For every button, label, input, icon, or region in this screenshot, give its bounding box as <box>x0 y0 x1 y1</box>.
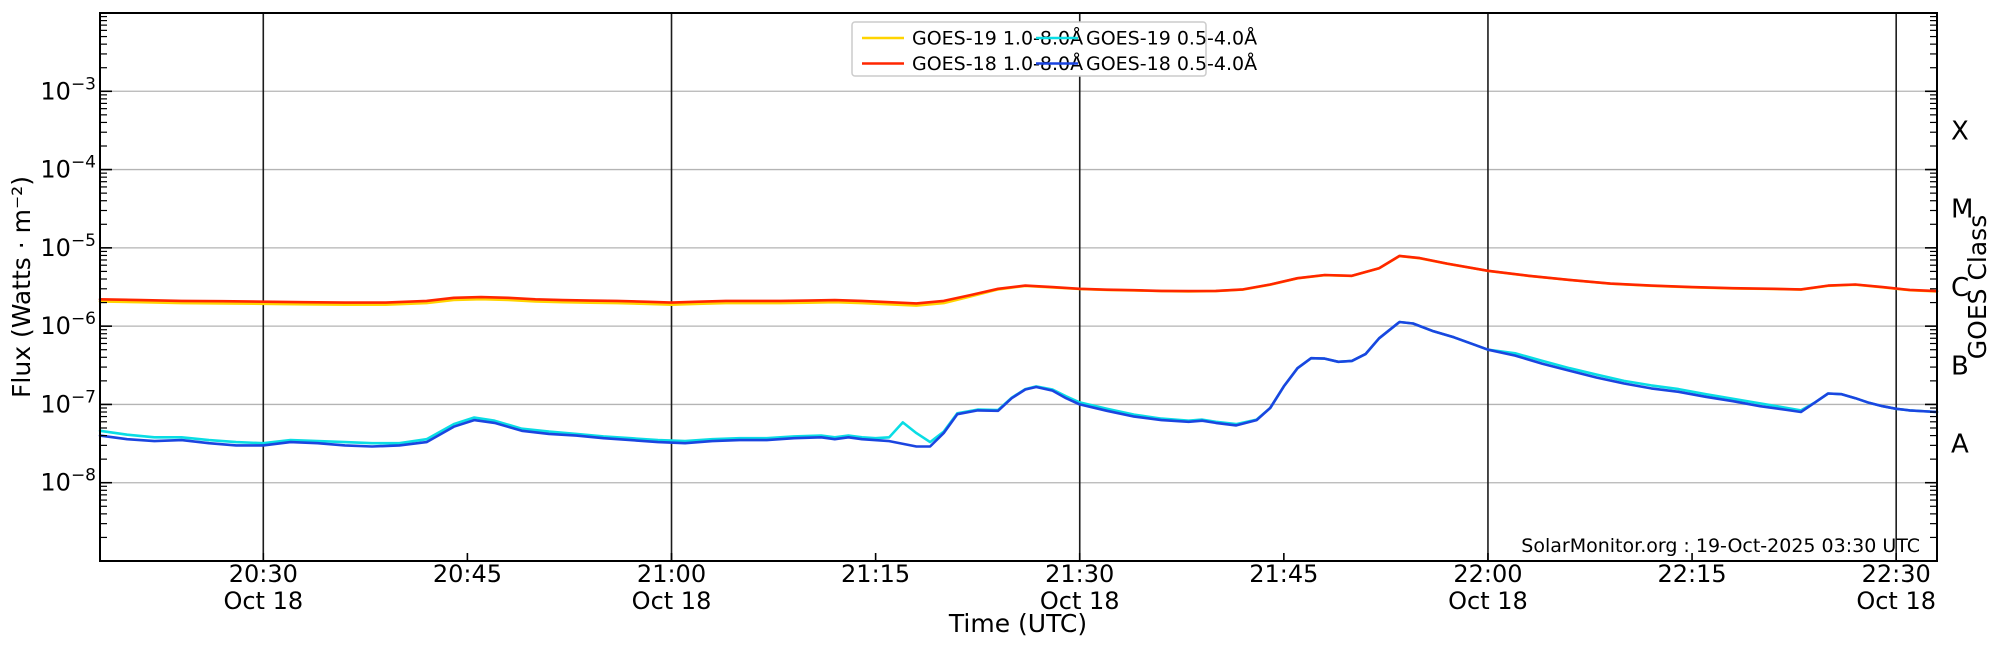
y-tick-label: 10−4 <box>40 153 96 184</box>
x-axis-title: Time (UTC) <box>948 609 1087 638</box>
series-line <box>98 320 1939 448</box>
x-tick-time: 22:00 <box>1453 560 1522 588</box>
plot-frame <box>99 12 1938 562</box>
gridlines <box>100 90 1937 484</box>
y-tick-label: 10−3 <box>40 74 96 105</box>
series-line <box>98 254 1939 307</box>
y-tick-label: 10−8 <box>40 466 96 497</box>
day-boundary-lines <box>262 13 1897 561</box>
x-tick-time: 21:15 <box>841 560 910 588</box>
series-line <box>98 254 1939 305</box>
x-tick-time: 20:30 <box>229 560 298 588</box>
series-line <box>98 320 1939 445</box>
plot-border <box>99 12 1938 562</box>
y-tick-label: 10−5 <box>40 231 96 262</box>
y-tick-label: 10−7 <box>40 387 96 418</box>
x-tick-date: Oct 18 <box>1448 587 1528 615</box>
axis-ticks <box>100 15 1937 561</box>
x-tick-date: Oct 18 <box>632 587 712 615</box>
x-tick-time: 22:30 <box>1862 560 1931 588</box>
goes-class-letter: A <box>1951 430 1969 460</box>
x-tick-time: 21:45 <box>1249 560 1318 588</box>
x-tick-date: Oct 18 <box>223 587 303 615</box>
goes-class-letter: C <box>1951 273 1969 303</box>
legend-label: GOES-19 0.5-4.0Å <box>1086 27 1257 50</box>
legend-label: GOES-18 1.0-8.0Å <box>912 52 1083 75</box>
x-tick-time: 20:45 <box>433 560 502 588</box>
x-tick-date: Oct 18 <box>1040 587 1120 615</box>
legend-box <box>851 21 1207 77</box>
goes-class-letter: M <box>1951 195 1973 225</box>
x-tick-time: 21:00 <box>637 560 706 588</box>
x-tick-date: Oct 18 <box>1856 587 1936 615</box>
x-tick-time: 21:30 <box>1045 560 1114 588</box>
y-axis-title: Flux (Watts · m⁻²) <box>7 176 36 398</box>
legend-label: GOES-19 1.0-8.0Å <box>912 27 1083 50</box>
series-lines <box>98 254 1939 448</box>
watermark-text: SolarMonitor.org : 19-Oct-2025 03:30 UTC <box>1521 535 1920 557</box>
legend-label: GOES-18 0.5-4.0Å <box>1086 52 1257 75</box>
goes-class-letter: X <box>1951 116 1969 146</box>
y-tick-label: 10−6 <box>40 309 96 340</box>
y-tick-labels: 10−3 10−4 10−5 10−6 10−7 10−8 <box>40 74 96 496</box>
x-tick-time: 22:15 <box>1657 560 1726 588</box>
goes-class-letters: A B C M X <box>1951 116 1973 459</box>
right-axis-title: GOES Class <box>1963 215 1992 359</box>
goes-class-letter: B <box>1951 351 1969 381</box>
